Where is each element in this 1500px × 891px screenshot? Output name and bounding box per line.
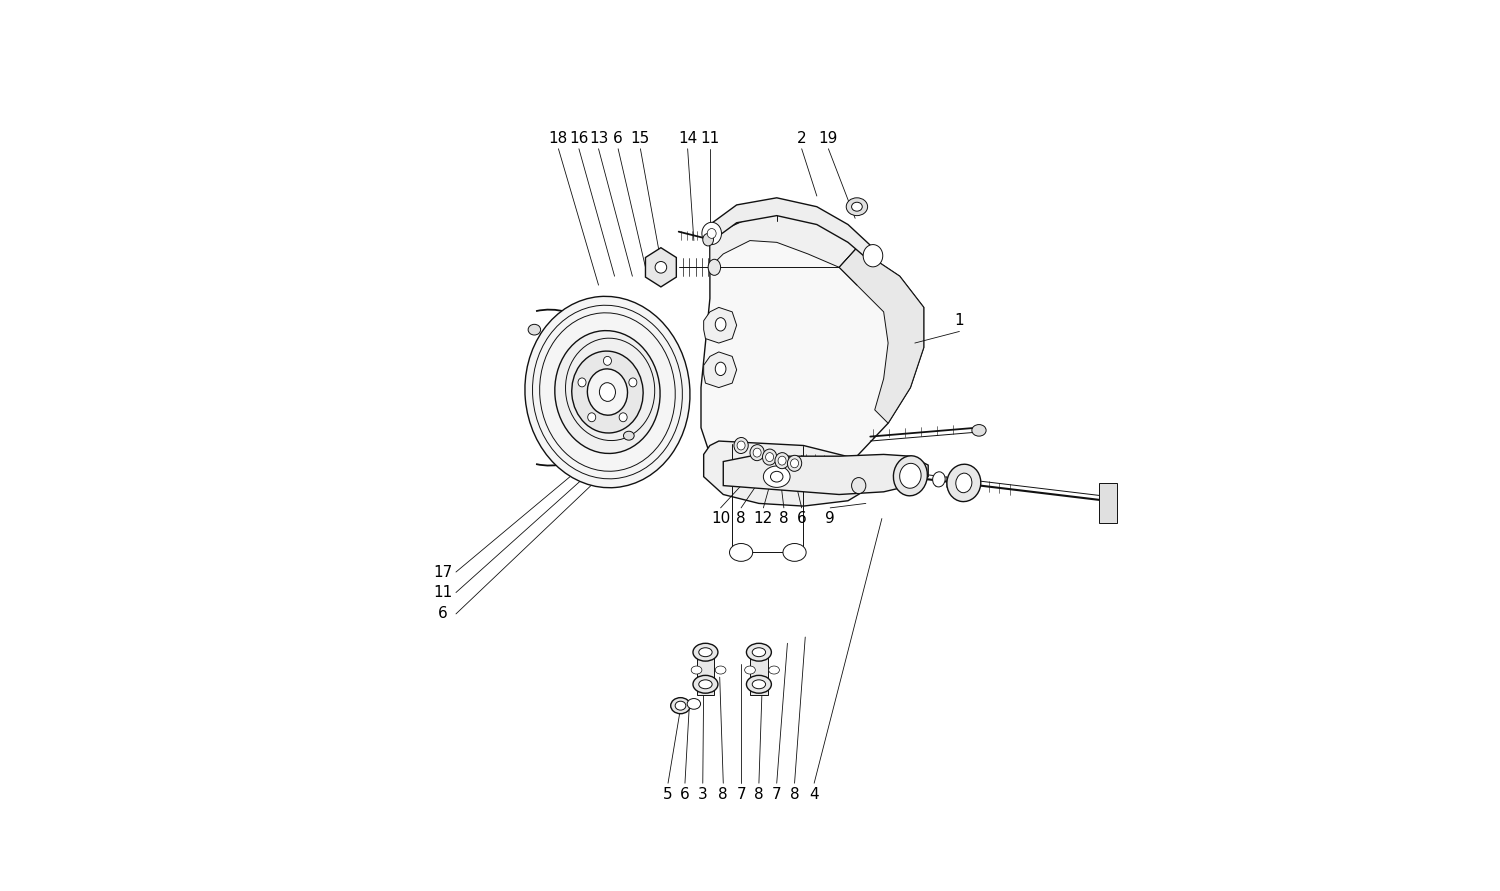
Ellipse shape <box>699 680 712 689</box>
Polygon shape <box>750 652 768 695</box>
Polygon shape <box>704 352 736 388</box>
Ellipse shape <box>946 464 981 502</box>
Polygon shape <box>1100 483 1118 523</box>
Ellipse shape <box>675 701 686 710</box>
Ellipse shape <box>572 351 644 433</box>
Ellipse shape <box>764 466 790 487</box>
Text: 6: 6 <box>680 788 690 802</box>
Polygon shape <box>696 652 714 695</box>
Ellipse shape <box>852 478 865 494</box>
Ellipse shape <box>972 425 986 436</box>
Ellipse shape <box>716 317 726 331</box>
Ellipse shape <box>693 643 718 661</box>
Ellipse shape <box>752 648 765 657</box>
Text: 19: 19 <box>819 131 839 145</box>
Text: 13: 13 <box>590 131 608 145</box>
Ellipse shape <box>699 648 712 657</box>
Ellipse shape <box>528 324 540 335</box>
Text: 9: 9 <box>825 511 836 526</box>
Ellipse shape <box>736 441 746 450</box>
Ellipse shape <box>778 456 786 465</box>
Text: 8: 8 <box>718 788 728 802</box>
Text: 11: 11 <box>700 131 720 145</box>
Polygon shape <box>700 214 924 486</box>
Polygon shape <box>704 307 736 343</box>
Text: 8: 8 <box>778 511 789 526</box>
Text: 16: 16 <box>568 131 588 145</box>
Ellipse shape <box>628 378 638 387</box>
Ellipse shape <box>578 378 586 387</box>
Ellipse shape <box>693 675 718 693</box>
Ellipse shape <box>768 666 780 674</box>
Ellipse shape <box>956 473 972 493</box>
Text: 7: 7 <box>736 788 746 802</box>
Ellipse shape <box>656 262 666 274</box>
Text: 1: 1 <box>954 314 964 328</box>
Ellipse shape <box>747 675 771 693</box>
Text: 7: 7 <box>772 788 782 802</box>
Polygon shape <box>710 214 856 267</box>
Ellipse shape <box>900 463 921 488</box>
Ellipse shape <box>555 331 660 454</box>
Polygon shape <box>723 454 928 495</box>
Ellipse shape <box>846 198 867 216</box>
Text: 18: 18 <box>549 131 568 145</box>
Ellipse shape <box>790 459 798 468</box>
Ellipse shape <box>708 259 720 275</box>
Ellipse shape <box>753 448 760 457</box>
Ellipse shape <box>603 356 612 365</box>
Text: 8: 8 <box>736 511 746 526</box>
Text: 3: 3 <box>698 788 708 802</box>
Text: 6: 6 <box>796 511 807 526</box>
Ellipse shape <box>744 666 756 674</box>
Ellipse shape <box>600 383 615 401</box>
Text: 14: 14 <box>678 131 698 145</box>
Ellipse shape <box>704 233 714 246</box>
Ellipse shape <box>525 297 690 487</box>
Ellipse shape <box>670 698 690 714</box>
Ellipse shape <box>716 666 726 674</box>
Text: 8: 8 <box>789 788 800 802</box>
Polygon shape <box>839 248 924 423</box>
Ellipse shape <box>933 472 945 486</box>
Polygon shape <box>704 441 870 506</box>
Text: 15: 15 <box>632 131 650 145</box>
Ellipse shape <box>894 456 927 495</box>
Ellipse shape <box>747 643 771 661</box>
Text: 8: 8 <box>754 788 764 802</box>
Ellipse shape <box>783 544 806 561</box>
Ellipse shape <box>729 544 753 561</box>
Ellipse shape <box>624 431 634 440</box>
Ellipse shape <box>776 453 789 469</box>
Ellipse shape <box>716 362 726 376</box>
Ellipse shape <box>692 666 702 674</box>
Ellipse shape <box>752 680 765 689</box>
Ellipse shape <box>765 453 774 462</box>
Polygon shape <box>710 198 873 264</box>
Ellipse shape <box>734 437 748 454</box>
Text: 4: 4 <box>810 788 819 802</box>
Text: 17: 17 <box>433 565 451 579</box>
Ellipse shape <box>588 369 627 415</box>
Ellipse shape <box>750 445 765 461</box>
Text: 10: 10 <box>711 511 730 526</box>
Ellipse shape <box>771 471 783 482</box>
Polygon shape <box>645 248 676 287</box>
Text: 6: 6 <box>438 607 447 621</box>
Ellipse shape <box>620 413 627 421</box>
Ellipse shape <box>762 449 777 465</box>
Ellipse shape <box>687 699 700 709</box>
Text: 12: 12 <box>753 511 772 526</box>
Text: 2: 2 <box>796 131 807 145</box>
Text: 11: 11 <box>433 585 451 600</box>
Text: 6: 6 <box>614 131 622 145</box>
Ellipse shape <box>588 413 596 421</box>
Ellipse shape <box>862 244 883 267</box>
Ellipse shape <box>706 228 716 238</box>
Ellipse shape <box>788 455 801 471</box>
Ellipse shape <box>702 222 721 244</box>
Ellipse shape <box>852 202 862 211</box>
Text: 5: 5 <box>663 788 674 802</box>
